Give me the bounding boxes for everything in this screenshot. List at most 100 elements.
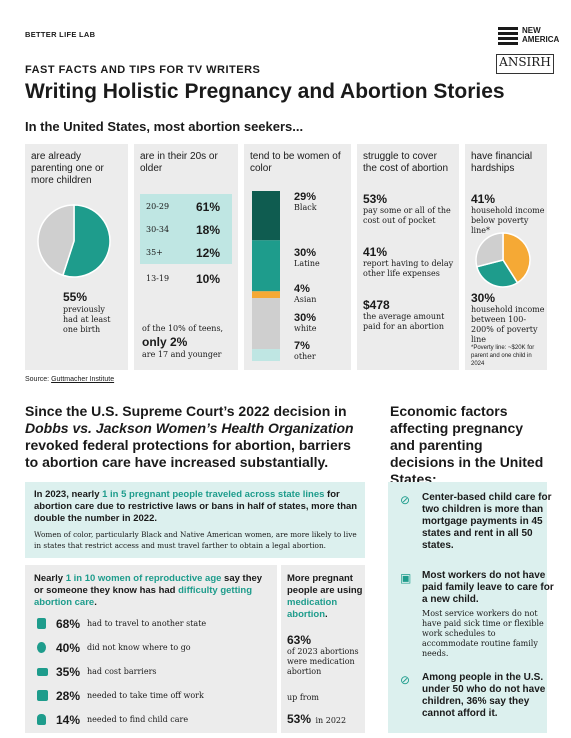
travel-c: for abortion care due to restrictive law…: [34, 489, 358, 524]
new-america-logo: NEW AMERICA: [498, 26, 559, 48]
hardship-pie-chart: [475, 232, 531, 288]
section-title: Since the U.S. Supreme Court’s 2022 deci…: [25, 403, 365, 471]
age-value: 61%: [196, 200, 221, 214]
source-label: Source:: [25, 376, 50, 383]
bar-segment-other: [252, 349, 280, 361]
luggage-icon: [37, 618, 46, 629]
panel-parenting: are already parenting one or more childr…: [25, 144, 128, 370]
difficulty-stat: 14% needed to find child care: [25, 711, 265, 729]
difficulty-stat: 28% needed to take time off work: [25, 687, 265, 705]
difficulty-box: Nearly 1 in 10 women of reproductive age…: [25, 565, 277, 733]
panel-title: struggle to cover the cost of abortion: [363, 151, 449, 174]
hardship-stat-value: 41%: [471, 192, 496, 206]
cost-stat-value: 53%: [363, 192, 388, 206]
panel-age: are in their 20s or older 20-29 61% 30-3…: [134, 144, 238, 370]
age-range: 20-29: [146, 202, 170, 211]
difficulty-stat-text: needed to take time off work: [87, 691, 204, 700]
bar-label-value: 30%: [294, 312, 317, 324]
age-range: 13-19: [146, 274, 170, 283]
difficulty-stat-text: did not know where to go: [87, 643, 191, 652]
subtitle: In the United States, most abortion seek…: [25, 119, 304, 134]
travel-box: In 2023, nearly 1 in 5 pregnant people t…: [25, 482, 365, 558]
child-icon: [37, 714, 46, 725]
difficulty-e: .: [94, 597, 97, 608]
age-row: 20-29 61%: [134, 196, 230, 219]
no-stroller-icon: ⊘: [400, 493, 411, 507]
panel-hardship: have financial hardships 41% household i…: [465, 144, 547, 370]
money-icon: [37, 668, 48, 676]
ansirh-logo-text: ANSIRH: [499, 55, 551, 69]
difficulty-stat-value: 14%: [56, 713, 81, 727]
difficulty-stat-text: had to travel to another state: [87, 619, 207, 628]
cost-stat-text: pay some or all of the cost out of pocke…: [363, 206, 451, 225]
source: Source: Guttmacher Institute: [25, 376, 114, 383]
section-title-case: Dobbs vs. Jackson Women’s Health Organiz…: [25, 420, 354, 436]
age-value: 12%: [196, 246, 221, 260]
calendar-x-icon: ▣: [400, 571, 412, 585]
medication-c: .: [325, 609, 328, 620]
ansirh-logo-rule: [497, 69, 553, 73]
bar-label-value: 29%: [294, 191, 317, 203]
section-title-c: revoked federal protections for abortion…: [25, 437, 351, 470]
medication-box: More pregnant people are using medicatio…: [281, 565, 365, 733]
panel-race: tend to be women of color 29% Black 30% Lat…: [244, 144, 351, 370]
econ-title: Economic factors affecting pregnancy and…: [390, 403, 544, 487]
medication-upfrom: up from: [287, 693, 320, 702]
medication-highlight: medication abortion: [287, 597, 338, 620]
difficulty-highlight-1: 1 in 10 women of reproductive age: [65, 573, 222, 584]
kicker: FAST FACTS AND TIPS FOR TV WRITERS: [25, 64, 261, 76]
panel-cost: struggle to cover the cost of abortion 5…: [357, 144, 459, 370]
travel-note: Women of color, particularly Black and N…: [34, 530, 357, 550]
pie-slice-other: [475, 232, 504, 268]
age-highlight: [140, 194, 232, 264]
teens-pct: only 2%: [142, 335, 188, 349]
econ-item-head: Among people in the U.S. under 50 who do…: [422, 672, 546, 719]
bar-label-value: 4%: [294, 283, 310, 295]
section-title-a: Since the U.S. Supreme Court’s 2022 deci…: [25, 403, 347, 419]
difficulty-stat-value: 35%: [56, 665, 81, 679]
difficulty-stat-value: 28%: [56, 689, 81, 703]
bar-label: 7% other: [294, 340, 316, 362]
panel-title: have financial hardships: [471, 151, 533, 174]
parenting-pct: 55%: [63, 290, 88, 304]
bar-label-value: 7%: [294, 340, 310, 352]
bar-segment-black: [252, 191, 280, 241]
medication-text: of 2023 abortions were medication aborti…: [287, 647, 359, 676]
new-america-logo-text: NEW AMERICA: [522, 26, 560, 44]
bar-label: 30% Latine: [294, 247, 320, 269]
question-icon: [37, 642, 46, 653]
difficulty-a: Nearly: [34, 573, 66, 584]
difficulty-stat-value: 40%: [56, 641, 81, 655]
difficulty-headline: Nearly 1 in 10 women of reproductive age…: [34, 573, 270, 609]
age-row: 35+ 12%: [134, 242, 230, 265]
medication-value: 63%: [287, 633, 312, 647]
cost-stat-text: the average amount paid for an abortion: [363, 312, 445, 331]
bar-label: 4% Asian: [294, 283, 316, 305]
hardship-stat-text: household income below poverty line*: [471, 206, 545, 235]
pie-slice-low-income: [475, 259, 519, 288]
medication-headline: More pregnant people are using medicatio…: [287, 573, 363, 621]
econ-item-head: Most workers do not have paid family lea…: [422, 570, 554, 605]
source-link[interactable]: Guttmacher Institute: [51, 376, 115, 383]
difficulty-highlight-2: difficulty getting abortion care: [34, 585, 253, 608]
age-row: 13-19 10%: [134, 268, 230, 291]
no-money-icon: ⊘: [400, 673, 411, 687]
travel-highlight: 1 in 5 pregnant people traveled across s…: [102, 489, 325, 500]
poverty-footnote: *Poverty line: ~$20K for parent and one …: [471, 345, 535, 367]
bar-label: 29% Black: [294, 191, 317, 213]
medication-a: More pregnant people are using: [287, 573, 363, 596]
bar-label-value: 30%: [294, 247, 317, 259]
bar-label-text: Black: [294, 203, 317, 212]
logo-bars-icon: [498, 27, 518, 47]
teens-tail: are 17 and younger: [142, 350, 222, 359]
age-range: 30-34: [146, 225, 170, 234]
cost-stat-value: $478: [363, 298, 390, 312]
hardship-stat-value: 30%: [471, 291, 496, 305]
bar-segment-latine: [252, 240, 280, 292]
difficulty-stat: 35% had cost barriers: [25, 663, 265, 681]
difficulty-stat: 68% had to travel to another state: [25, 615, 265, 633]
econ-box: ⊘ Center-based child care for two childr…: [388, 482, 554, 733]
panel-title: are in their 20s or older: [140, 151, 218, 174]
age-row: 30-34 18%: [134, 219, 230, 242]
bar-segment-asian: [252, 291, 280, 299]
